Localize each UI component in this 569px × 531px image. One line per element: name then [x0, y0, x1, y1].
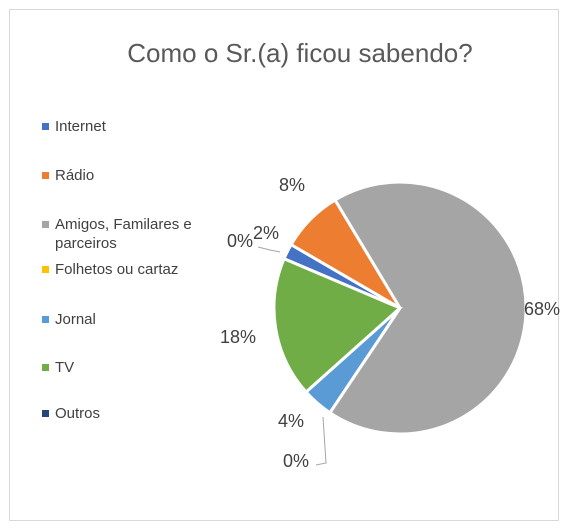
pie-slice: [327, 180, 528, 436]
legend-label: Jornal: [55, 311, 96, 328]
legend-label: Rádio: [55, 167, 95, 184]
legend-swatch: [42, 410, 49, 417]
legend-swatch: [42, 316, 49, 323]
leader-line: [315, 416, 327, 466]
legend-label: Amigos, Familares e parceiros: [55, 216, 192, 252]
legend-label: Outros: [55, 405, 101, 422]
legend-label: Internet: [55, 118, 106, 135]
data-label: 18%: [220, 327, 256, 347]
legend-label: TV: [55, 359, 75, 376]
legend-label: Folhetos ou cartaz: [55, 261, 179, 278]
legend-swatch: [42, 364, 49, 371]
data-label: 4%: [278, 411, 304, 431]
data-label: 2%: [253, 223, 279, 243]
leader-line: [257, 246, 281, 253]
legend-swatch: [42, 172, 49, 179]
data-label: 0%: [283, 451, 309, 471]
chart-title: Como o Sr.(a) ficou sabendo?: [127, 38, 472, 68]
data-label: 68%: [524, 299, 560, 319]
legend-swatch: [42, 266, 49, 273]
legend-swatch: [42, 221, 49, 228]
legend-swatch: [42, 123, 49, 130]
data-label: 0%: [227, 231, 253, 251]
data-label: 8%: [279, 175, 305, 195]
pie-slice: [272, 256, 403, 395]
